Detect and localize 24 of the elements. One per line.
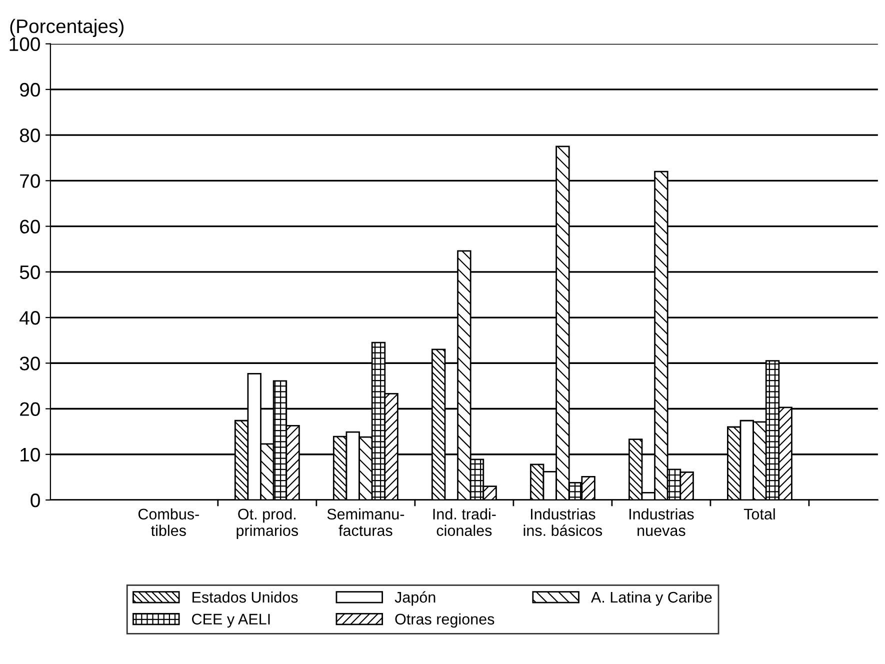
y-tick-label: 100 bbox=[10, 37, 40, 52]
y-tick-label: 40 bbox=[20, 310, 40, 325]
y-axis-title: (Porcentajes) bbox=[10, 18, 124, 37]
y-tick-label: 70 bbox=[20, 174, 40, 188]
y-tick-label: 80 bbox=[20, 128, 40, 142]
x-tick-label: Semimanu- facturas bbox=[327, 508, 404, 536]
y-tick-label: 0 bbox=[30, 493, 40, 508]
legend-label: Japón bbox=[394, 591, 436, 606]
x-tick-label: Industrias nuevas bbox=[629, 508, 694, 536]
y-tick-label: 10 bbox=[20, 448, 40, 462]
x-tick-label: Ot. prod. primarios bbox=[236, 508, 298, 540]
x-tick-label: Total bbox=[744, 508, 775, 520]
y-tick-label: 90 bbox=[20, 82, 40, 97]
x-tick-label: Combus- tibles bbox=[138, 508, 199, 536]
legend-label: A. Latina y Caribe bbox=[591, 591, 712, 606]
legend-label: CEE y AELI bbox=[192, 614, 270, 628]
y-tick-label: 30 bbox=[20, 356, 40, 370]
legend-label: Estados Unidos bbox=[192, 591, 298, 603]
x-tick-label: Industrias ins. básicos bbox=[524, 508, 602, 536]
y-tick-label: 50 bbox=[20, 265, 40, 280]
legend-label: Otras regiones bbox=[395, 613, 494, 628]
y-tick-label: 60 bbox=[20, 220, 40, 234]
y-tick-label: 20 bbox=[20, 402, 40, 416]
x-tick-label: Ind. tradi- cionales bbox=[433, 508, 496, 536]
